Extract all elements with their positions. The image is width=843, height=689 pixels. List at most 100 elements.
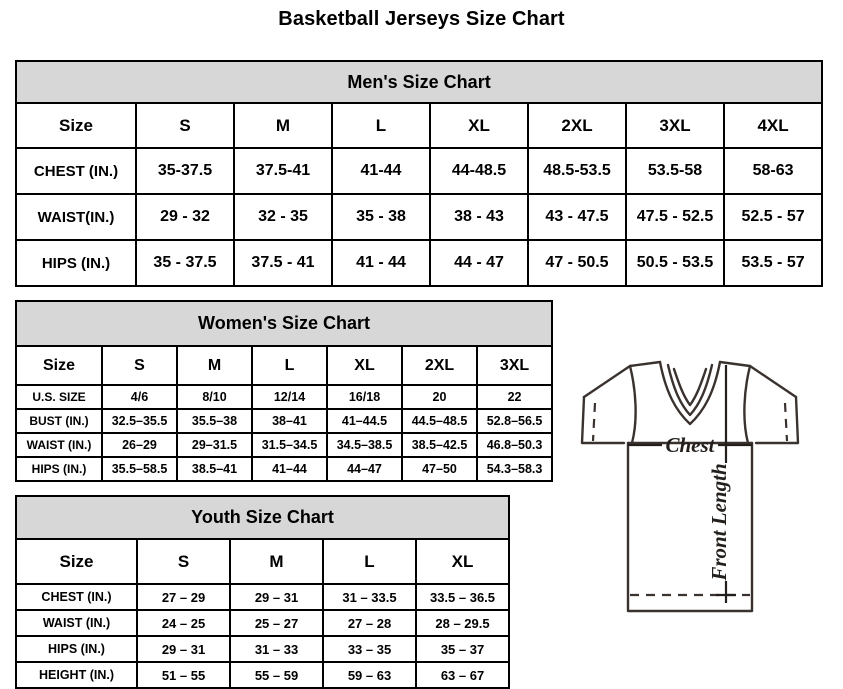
table-header-row: Size S M L XL	[15, 538, 510, 585]
womens-cell-hips-l: 41–44	[251, 456, 328, 482]
womens-size-chart-table: Women's Size Chart Size S M L XL 2XL 3XL…	[14, 300, 554, 482]
vneck-outer-line	[658, 360, 722, 426]
womens-col-header-3xl: 3XL	[475, 345, 554, 386]
youth-cell-chest-l: 31 – 33.5	[322, 583, 417, 611]
table-row: CHEST (IN.) 27 – 29 29 – 31 31 – 33.5 33…	[15, 583, 510, 611]
mens-row-label-hips: HIPS (IN.)	[15, 239, 137, 287]
mens-cell-chest-2xl: 48.5-53.5	[527, 147, 627, 195]
youth-size-chart-table: Youth Size Chart Size S M L XL CHEST (IN…	[15, 495, 510, 689]
youth-cell-hips-xl: 35 – 37	[415, 635, 510, 663]
womens-cell-ussize-s: 4/6	[101, 384, 178, 410]
womens-cell-hips-xl: 44–47	[326, 456, 403, 482]
youth-cell-waist-xl: 28 – 29.5	[415, 609, 510, 637]
womens-cell-waist-l: 31.5–34.5	[251, 432, 328, 458]
mens-cell-chest-s: 35-37.5	[135, 147, 235, 195]
youth-row-label-waist: WAIST (IN.)	[15, 609, 138, 637]
left-cuff-dash	[591, 402, 597, 442]
womens-col-header-l: L	[251, 345, 328, 386]
youth-row-label-chest: CHEST (IN.)	[15, 583, 138, 611]
table-row: HEIGHT (IN.) 51 – 55 55 – 59 59 – 63 63 …	[15, 661, 510, 689]
mens-cell-hips-4xl: 53.5 - 57	[722, 239, 824, 287]
mens-size-chart-table: Men's Size Chart Size S M L XL 2XL 3XL 4…	[14, 60, 824, 287]
womens-cell-bust-xl: 41–44.5	[326, 408, 403, 434]
womens-cell-ussize-xl: 16/18	[326, 384, 403, 410]
mens-cell-hips-m: 37.5 - 41	[233, 239, 333, 287]
mens-corner-label: Size	[15, 102, 137, 149]
mens-cell-chest-xl: 44-48.5	[429, 147, 529, 195]
page-title: Basketball Jerseys Size Chart	[278, 8, 565, 30]
womens-col-header-m: M	[176, 345, 253, 386]
womens-cell-waist-3xl: 46.8–50.3	[475, 432, 554, 458]
mens-col-header-l: L	[331, 102, 431, 149]
youth-cell-hips-l: 33 – 35	[322, 635, 417, 663]
womens-col-header-xl: XL	[326, 345, 403, 386]
vneck-middle-line	[666, 363, 714, 417]
womens-col-header-s: S	[101, 345, 178, 386]
table-band-row: Youth Size Chart	[15, 495, 510, 540]
table-row: HIPS (IN.) 35 - 37.5 37.5 - 41 41 - 44 4…	[15, 239, 824, 287]
womens-chart-band-title: Women's Size Chart	[14, 300, 554, 347]
front-length-label: Front Length	[707, 463, 731, 581]
womens-cell-hips-2xl: 47–50	[401, 456, 478, 482]
mens-col-header-m: M	[233, 102, 333, 149]
mens-col-header-3xl: 3XL	[625, 102, 725, 149]
womens-row-label-bust: BUST (IN.)	[15, 408, 103, 434]
womens-cell-hips-s: 35.5–58.5	[101, 456, 178, 482]
left-sleeve-cuff	[580, 395, 626, 445]
mens-cell-waist-m: 32 - 35	[233, 193, 333, 241]
table-band-row: Men's Size Chart	[14, 60, 824, 104]
table-row: CHEST (IN.) 35-37.5 37.5-41 41-44 44-48.…	[15, 147, 824, 195]
womens-row-label-us-size: U.S. SIZE	[15, 384, 103, 410]
mens-cell-chest-4xl: 58-63	[722, 147, 824, 195]
table-row: WAIST (IN.) 26–29 29–31.5 31.5–34.5 34.5…	[15, 432, 554, 458]
youth-cell-waist-m: 25 – 27	[229, 609, 324, 637]
mens-row-label-chest: CHEST (IN.)	[15, 147, 137, 195]
mens-col-header-4xl: 4XL	[722, 102, 824, 149]
youth-cell-waist-l: 27 – 28	[322, 609, 417, 637]
table-band-row: Women's Size Chart	[14, 300, 554, 347]
womens-cell-ussize-3xl: 22	[475, 384, 554, 410]
womens-cell-bust-s: 32.5–35.5	[101, 408, 178, 434]
mens-cell-hips-2xl: 47 - 50.5	[527, 239, 627, 287]
mens-cell-waist-l: 35 - 38	[331, 193, 431, 241]
mens-cell-waist-3xl: 47.5 - 52.5	[625, 193, 725, 241]
mens-cell-hips-l: 41 - 44	[331, 239, 431, 287]
mens-cell-waist-s: 29 - 32	[135, 193, 235, 241]
womens-cell-waist-xl: 34.5–38.5	[326, 432, 403, 458]
jersey-measurement-diagram: Chest Front Length	[540, 345, 840, 675]
mens-cell-chest-3xl: 53.5-58	[625, 147, 725, 195]
left-sleeve-inner-seam	[628, 364, 637, 445]
mens-cell-chest-m: 37.5-41	[233, 147, 333, 195]
womens-cell-bust-m: 35.5–38	[176, 408, 253, 434]
mens-cell-waist-xl: 38 - 43	[429, 193, 529, 241]
youth-cell-chest-m: 29 – 31	[229, 583, 324, 611]
womens-cell-hips-m: 38.5–41	[176, 456, 253, 482]
mens-cell-hips-3xl: 50.5 - 53.5	[625, 239, 725, 287]
right-shoulder-line	[718, 360, 798, 399]
youth-cell-waist-s: 24 – 25	[136, 609, 231, 637]
womens-cell-waist-s: 26–29	[101, 432, 178, 458]
womens-cell-waist-2xl: 38.5–42.5	[401, 432, 478, 458]
mens-col-header-s: S	[135, 102, 235, 149]
table-row: WAIST (IN.) 24 – 25 25 – 27 27 – 28 28 –…	[15, 609, 510, 637]
mens-cell-hips-xl: 44 - 47	[429, 239, 529, 287]
right-sleeve-inner-seam	[743, 364, 752, 445]
table-row: HIPS (IN.) 29 – 31 31 – 33 33 – 35 35 – …	[15, 635, 510, 663]
mens-cell-hips-s: 35 - 37.5	[135, 239, 235, 287]
youth-col-header-xl: XL	[415, 538, 510, 585]
table-row: HIPS (IN.) 35.5–58.5 38.5–41 41–44 44–47…	[15, 456, 554, 482]
womens-cell-bust-2xl: 44.5–48.5	[401, 408, 478, 434]
vneck-inner-line	[672, 367, 708, 407]
youth-row-label-hips: HIPS (IN.)	[15, 635, 138, 663]
youth-row-label-height: HEIGHT (IN.)	[15, 661, 138, 689]
table-row: U.S. SIZE 4/6 8/10 12/14 16/18 20 22	[15, 384, 554, 410]
table-header-row: Size S M L XL 2XL 3XL	[15, 345, 554, 386]
womens-cell-ussize-l: 12/14	[251, 384, 328, 410]
womens-row-label-waist: WAIST (IN.)	[15, 432, 103, 458]
womens-cell-ussize-m: 8/10	[176, 384, 253, 410]
womens-cell-bust-3xl: 52.8–56.5	[475, 408, 554, 434]
table-row: WAIST(IN.) 29 - 32 32 - 35 35 - 38 38 - …	[15, 193, 824, 241]
mens-cell-waist-4xl: 52.5 - 57	[722, 193, 824, 241]
youth-col-header-s: S	[136, 538, 231, 585]
right-sleeve-cuff	[754, 395, 800, 445]
